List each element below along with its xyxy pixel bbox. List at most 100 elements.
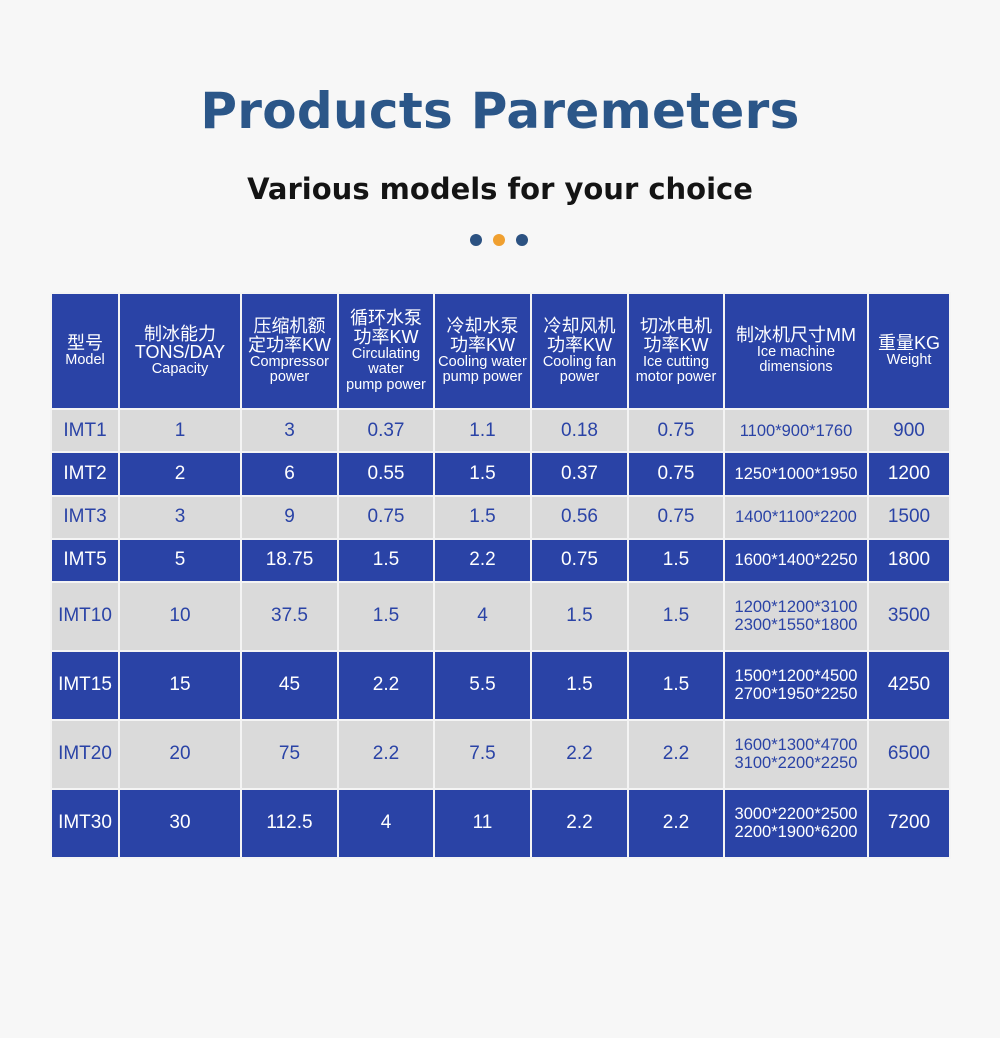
cell-weight: 4250 bbox=[867, 649, 951, 721]
cell-weight: 3500 bbox=[867, 581, 951, 652]
dimension-line: 2700*1950*2250 bbox=[734, 685, 858, 704]
cell-model: IMT3 bbox=[50, 494, 120, 540]
cell-cooling-pump-power: 11 bbox=[433, 787, 532, 860]
col-header-cn: 冷却水泵 bbox=[446, 315, 519, 336]
cell-ice-cutting-motor-power: 2.2 bbox=[627, 718, 725, 790]
col-header-en: Cooling fan bbox=[542, 353, 617, 370]
col-header-en2: power bbox=[559, 368, 600, 385]
cell-weight: 1500 bbox=[867, 494, 951, 540]
col-header-unit: TONS/DAY bbox=[134, 342, 226, 363]
table-row: IMT10 10 37.5 1.5 4 1.5 1.5 1200*1200*3100 2300*… bbox=[50, 581, 951, 652]
col-header-en: Ice machine bbox=[756, 344, 836, 361]
col-header-en: Circulating bbox=[351, 346, 421, 363]
cell-cooling-pump-power: 7.5 bbox=[433, 718, 532, 790]
table-row: IMT2 2 6 0.55 1.5 0.37 0.75 1250*1000*1950 1200 bbox=[50, 451, 951, 497]
table-row: IMT3 3 9 0.75 1.5 0.56 0.75 1400*1100*2200 1500 bbox=[50, 494, 951, 540]
cell-cooling-fan-power: 0.75 bbox=[530, 537, 629, 584]
cell-compressor-power: 3 bbox=[240, 407, 339, 454]
dimension-line: 3100*2200*2250 bbox=[734, 754, 858, 773]
cell-weight: 1200 bbox=[867, 451, 951, 497]
col-header-en2: dimensions bbox=[759, 359, 833, 376]
cell-capacity: 5 bbox=[118, 537, 242, 584]
col-header-cn: 制冰机尺寸MM bbox=[736, 325, 856, 346]
cell-cooling-fan-power: 2.2 bbox=[530, 787, 629, 860]
cell-weight: 6500 bbox=[867, 718, 951, 790]
cell-capacity: 20 bbox=[118, 718, 242, 790]
cell-cooling-pump-power: 1.1 bbox=[433, 407, 532, 454]
col-header-cooling-pump: 冷却水泵 功率KW Cooling water pump power bbox=[433, 292, 532, 410]
cell-dimensions: 1100*900*1760 bbox=[723, 407, 869, 454]
cell-model: IMT1 bbox=[50, 407, 120, 454]
cell-weight: 900 bbox=[867, 407, 951, 454]
cell-capacity: 2 bbox=[118, 451, 242, 497]
dimension-line: 1400*1100*2200 bbox=[735, 508, 857, 527]
cell-ice-cutting-motor-power: 1.5 bbox=[627, 537, 725, 584]
dot-icon bbox=[493, 234, 505, 246]
cell-capacity: 10 bbox=[118, 581, 242, 652]
cell-circulating-pump-power: 4 bbox=[337, 787, 435, 860]
cell-weight: 7200 bbox=[867, 787, 951, 860]
cell-circulating-pump-power: 0.75 bbox=[337, 494, 435, 540]
cell-model: IMT15 bbox=[50, 649, 120, 721]
cell-dimensions: 1200*1200*3100 2300*1550*1800 bbox=[723, 581, 869, 652]
cell-cooling-fan-power: 0.56 bbox=[530, 494, 629, 540]
cell-weight: 1800 bbox=[867, 537, 951, 584]
cell-compressor-power: 75 bbox=[240, 718, 339, 790]
col-header-en: Capacity bbox=[151, 361, 209, 378]
cell-model: IMT10 bbox=[50, 581, 120, 652]
cell-capacity: 30 bbox=[118, 787, 242, 860]
cell-ice-cutting-motor-power: 1.5 bbox=[627, 649, 725, 721]
dimension-line: 3000*2200*2500 bbox=[734, 805, 858, 824]
dimension-line: 1600*1400*2250 bbox=[734, 551, 858, 570]
cell-cooling-pump-power: 1.5 bbox=[433, 451, 532, 497]
col-header-cn2: 功率KW bbox=[353, 327, 419, 348]
page-subtitle: Various models for your choice bbox=[247, 172, 753, 206]
col-header-weight: 重量KG Weight bbox=[867, 292, 951, 410]
col-header-en2: water bbox=[368, 361, 404, 378]
col-header-en: Weight bbox=[886, 351, 932, 368]
cell-model: IMT30 bbox=[50, 787, 120, 860]
cell-ice-cutting-motor-power: 2.2 bbox=[627, 787, 725, 860]
col-header-dimensions: 制冰机尺寸MM Ice machine dimensions bbox=[723, 292, 869, 410]
cell-circulating-pump-power: 1.5 bbox=[337, 537, 435, 584]
cell-model: IMT5 bbox=[50, 537, 120, 584]
col-header-circulating-pump: 循环水泵 功率KW Circulating water pump power bbox=[337, 292, 435, 410]
cell-capacity: 3 bbox=[118, 494, 242, 540]
cell-ice-cutting-motor-power: 1.5 bbox=[627, 581, 725, 652]
col-header-en: Cooling water bbox=[438, 353, 527, 370]
cell-dimensions: 1600*1300*4700 3100*2200*2250 bbox=[723, 718, 869, 790]
cell-cooling-fan-power: 0.18 bbox=[530, 407, 629, 454]
dimension-line: 1500*1200*4500 bbox=[734, 667, 858, 686]
col-header-ice-cutting-motor: 切冰电机 功率KW Ice cutting motor power bbox=[627, 292, 725, 410]
cell-capacity: 1 bbox=[118, 407, 242, 454]
col-header-en: Model bbox=[65, 351, 105, 368]
cell-ice-cutting-motor-power: 0.75 bbox=[627, 407, 725, 454]
col-header-cn: 循环水泵 bbox=[350, 308, 422, 329]
cell-cooling-pump-power: 4 bbox=[433, 581, 532, 652]
dimension-line: 2200*1900*6200 bbox=[734, 823, 858, 842]
dimension-line: 1100*900*1760 bbox=[739, 421, 853, 440]
cell-dimensions: 1250*1000*1950 bbox=[723, 451, 869, 497]
cell-compressor-power: 6 bbox=[240, 451, 339, 497]
cell-circulating-pump-power: 2.2 bbox=[337, 649, 435, 721]
cell-compressor-power: 18.75 bbox=[240, 537, 339, 584]
dot-icon bbox=[470, 234, 482, 246]
decorative-dots bbox=[470, 234, 528, 246]
col-header-cn: 制冰能力 bbox=[144, 323, 216, 344]
col-header-capacity: 制冰能力 TONS/DAY Capacity bbox=[118, 292, 242, 410]
cell-compressor-power: 112.5 bbox=[240, 787, 339, 860]
dimension-line: 2300*1550*1800 bbox=[734, 616, 858, 635]
col-header-cn2: 定功率KW bbox=[248, 334, 331, 355]
col-header-cn2: 功率KW bbox=[643, 334, 709, 355]
parameters-table: 型号 Model 制冰能力 TONS/DAY Capacity 压缩机额 定功率… bbox=[50, 292, 951, 860]
table-row: IMT15 15 45 2.2 5.5 1.5 1.5 1500*1200*4500 2700*… bbox=[50, 649, 951, 721]
col-header-en: Compressor bbox=[250, 353, 329, 370]
cell-circulating-pump-power: 0.55 bbox=[337, 451, 435, 497]
col-header-cn: 型号 bbox=[67, 332, 103, 353]
page-title: Products Paremeters bbox=[200, 82, 800, 140]
table-row: IMT5 5 18.75 1.5 2.2 0.75 1.5 1600*1400*2250 180… bbox=[50, 537, 951, 584]
table-header-row: 型号 Model 制冰能力 TONS/DAY Capacity 压缩机额 定功率… bbox=[50, 292, 951, 410]
col-header-cn2: 功率KW bbox=[547, 334, 612, 355]
cell-compressor-power: 37.5 bbox=[240, 581, 339, 652]
